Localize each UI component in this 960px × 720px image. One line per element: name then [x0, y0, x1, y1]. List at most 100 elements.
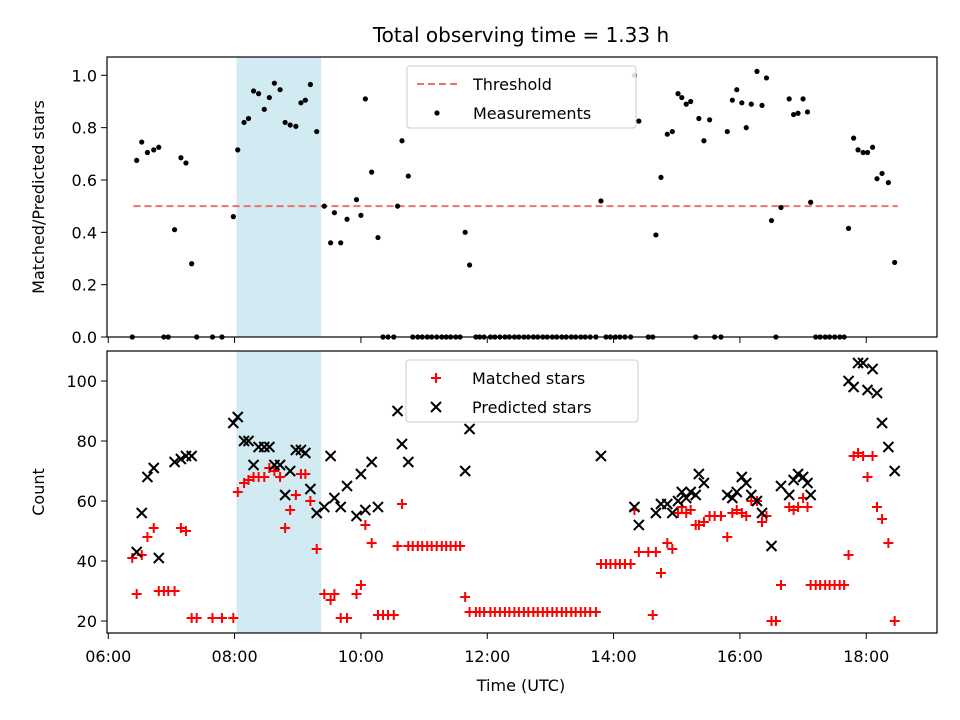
data-point — [734, 87, 740, 93]
data-point — [892, 259, 898, 266]
data-point — [127, 553, 138, 563]
data-point — [351, 589, 362, 599]
series-predicted-stars — [130, 357, 901, 564]
data-point — [242, 435, 255, 447]
data-point — [628, 501, 641, 513]
x-tick-label: 08:00 — [212, 647, 258, 666]
legend-marker — [434, 110, 440, 116]
data-point — [740, 477, 752, 489]
data-point — [171, 227, 178, 233]
data-point — [871, 502, 882, 512]
data-point — [763, 75, 770, 81]
data-point — [299, 447, 312, 459]
data-point — [722, 532, 733, 542]
data-point — [399, 138, 405, 144]
data-point — [314, 128, 320, 135]
data-point — [889, 616, 900, 626]
data-point — [845, 225, 852, 232]
data-point — [261, 106, 267, 112]
data-point — [358, 212, 364, 218]
data-point — [250, 88, 257, 94]
data-point — [804, 489, 817, 501]
data-point — [331, 210, 337, 216]
data-point — [800, 96, 806, 102]
data-point — [675, 91, 681, 97]
data-point — [388, 610, 399, 620]
data-point — [786, 96, 792, 102]
data-point — [230, 214, 236, 220]
data-point — [759, 102, 765, 109]
data-point — [853, 448, 864, 458]
data-point — [867, 451, 878, 461]
data-point — [342, 613, 353, 623]
data-point — [279, 489, 291, 501]
data-point — [729, 97, 735, 103]
data-point — [874, 176, 880, 182]
data-point — [271, 80, 277, 86]
data-point — [701, 138, 707, 144]
data-point — [751, 495, 763, 507]
data-point — [328, 492, 341, 504]
data-point — [142, 532, 153, 542]
data-point — [355, 468, 367, 480]
data-point — [402, 456, 415, 468]
x-tick-label: 06:00 — [85, 647, 131, 666]
data-point — [282, 119, 288, 126]
y-tick-label: 40 — [77, 552, 97, 571]
data-point — [183, 160, 189, 166]
data-point — [359, 504, 372, 516]
data-point — [662, 538, 673, 548]
data-point — [258, 441, 270, 453]
data-point — [689, 489, 702, 501]
data-point — [141, 471, 154, 483]
data-point — [793, 502, 804, 512]
data-point — [175, 523, 186, 533]
data-point — [396, 499, 407, 509]
data-point — [595, 450, 607, 462]
data-point — [396, 438, 408, 450]
data-point — [633, 547, 644, 557]
data-point — [319, 589, 330, 599]
data-point — [724, 128, 730, 135]
data-point — [462, 229, 468, 235]
data-point — [366, 538, 377, 548]
data-point — [876, 417, 888, 429]
data-point — [679, 94, 685, 101]
data-point — [650, 547, 661, 557]
data-point — [324, 450, 337, 462]
data-point — [243, 475, 254, 485]
data-point — [304, 483, 317, 495]
data-point — [676, 486, 688, 498]
data-point — [247, 459, 260, 471]
top-panel: 0.0 0.2 0.4 0.6 0.8 1.0 Matched/Predicted star… — [29, 56, 938, 347]
axes-frame — [106, 350, 938, 634]
data-point — [731, 505, 742, 515]
data-point — [765, 540, 778, 552]
data-point — [178, 155, 184, 161]
data-point — [285, 505, 296, 515]
data-point — [739, 100, 745, 106]
data-point — [808, 199, 814, 205]
data-point — [329, 589, 340, 599]
data-point — [266, 94, 272, 101]
data-point — [391, 405, 404, 417]
data-point — [290, 490, 301, 500]
data-point — [300, 469, 311, 479]
x-tick-label: 10:00 — [338, 647, 384, 666]
data-point — [598, 198, 604, 204]
data-point — [375, 234, 381, 241]
data-point — [136, 507, 148, 519]
data-point — [653, 232, 659, 238]
data-point — [405, 173, 411, 179]
data-point — [151, 147, 157, 153]
data-point — [207, 613, 218, 623]
y-tick-label: 0.6 — [72, 171, 97, 190]
data-point — [775, 580, 786, 590]
data-point — [463, 423, 476, 435]
data-point — [191, 613, 202, 623]
data-point — [864, 149, 871, 156]
legend-label: Matched stars — [472, 369, 585, 388]
data-point — [696, 115, 702, 122]
y-tick-label: 100 — [66, 372, 97, 391]
data-point — [232, 487, 243, 497]
